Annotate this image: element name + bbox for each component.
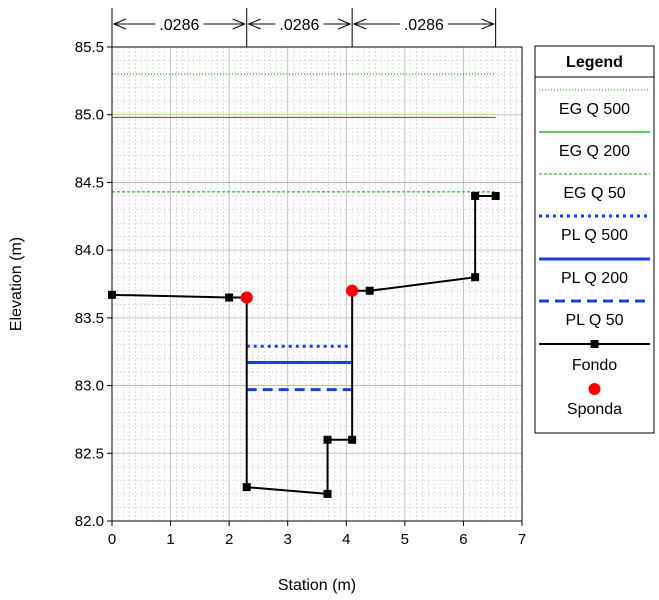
plot-border <box>111 46 523 522</box>
y-tick-label: 83.5 <box>75 310 104 327</box>
legend-label-eg-q-200: EG Q 200 <box>559 143 630 160</box>
legend-label-pl-q-50: PL Q 50 <box>565 312 623 329</box>
fondo-marker <box>323 489 332 498</box>
fondo-marker <box>365 286 374 295</box>
minor-grid <box>112 47 522 521</box>
x-tick-label: 6 <box>459 531 467 548</box>
y-tick-label: 82.5 <box>75 445 104 462</box>
x-axis-title: Station (m) <box>278 577 356 594</box>
legend: Legend EG Q 500 EG Q 200 EG Q 50 PL Q 500 PL… <box>534 45 655 434</box>
y-tick-label: 85.0 <box>75 107 104 124</box>
x-axis-ticks: 0 1 2 3 4 5 6 7 <box>108 521 526 548</box>
legend-label-sponda: Sponda <box>567 401 622 418</box>
x-tick-label: 3 <box>284 531 292 548</box>
y-axis-title: Elevation (m) <box>8 237 25 331</box>
manning-n-label: .0286 <box>159 17 199 34</box>
manning-n-values: .0286 .0286 .0286 <box>111 8 497 47</box>
fondo-marker <box>491 191 500 200</box>
x-tick-label: 4 <box>342 531 350 548</box>
legend-items: EG Q 500 EG Q 200 EG Q 50 PL Q 500 PL Q 200 P… <box>539 89 650 418</box>
fondo-marker <box>225 293 234 302</box>
legend-marker-fondo <box>590 340 599 348</box>
y-tick-label: 85.5 <box>75 39 104 56</box>
manning-arrowhead-right <box>481 18 495 30</box>
fondo-marker <box>471 191 480 200</box>
x-tick-label: 5 <box>401 531 409 548</box>
major-grid <box>112 47 522 521</box>
manning-arrowhead-right <box>232 18 247 30</box>
fondo-marker <box>471 273 480 282</box>
x-tick-label: 1 <box>166 531 174 548</box>
legend-title: Legend <box>566 54 623 71</box>
sponda-point-top <box>346 284 359 297</box>
plot-area <box>108 46 523 522</box>
y-tick-label: 84.0 <box>75 242 104 259</box>
legend-label-pl-q-500: PL Q 500 <box>561 227 628 244</box>
legend-box <box>534 45 655 434</box>
y-tick-label: 82.0 <box>75 513 104 530</box>
fondo-marker <box>323 435 332 444</box>
sponda-point-top <box>240 291 253 304</box>
series-layer <box>108 73 500 498</box>
legend-marker-sponda <box>588 383 601 395</box>
manning-n-label: .0286 <box>279 17 319 34</box>
y-tick-label: 84.5 <box>75 174 104 191</box>
legend-label-eg-q-50: EG Q 50 <box>563 185 625 202</box>
manning-arrowhead-left <box>247 18 261 30</box>
manning-arrowhead-left <box>112 18 127 30</box>
x-tick-label: 0 <box>108 531 116 548</box>
y-axis-ticks: 82.0 82.5 83.0 83.5 84.0 84.5 85.0 85.5 <box>75 39 112 530</box>
legend-label-pl-q-200: PL Q 200 <box>561 270 628 287</box>
manning-arrowhead-left <box>352 18 367 30</box>
manning-arrowhead-right <box>337 18 352 30</box>
y-tick-label: 83.0 <box>75 378 104 395</box>
manning-n-label: .0286 <box>404 17 444 34</box>
fondo-marker <box>242 483 251 492</box>
fondo-marker <box>348 435 357 444</box>
x-tick-label: 2 <box>225 531 233 548</box>
x-tick-label: 7 <box>518 531 526 548</box>
legend-label-eg-q-500: EG Q 500 <box>559 101 630 118</box>
legend-label-fondo: Fondo <box>572 357 617 374</box>
